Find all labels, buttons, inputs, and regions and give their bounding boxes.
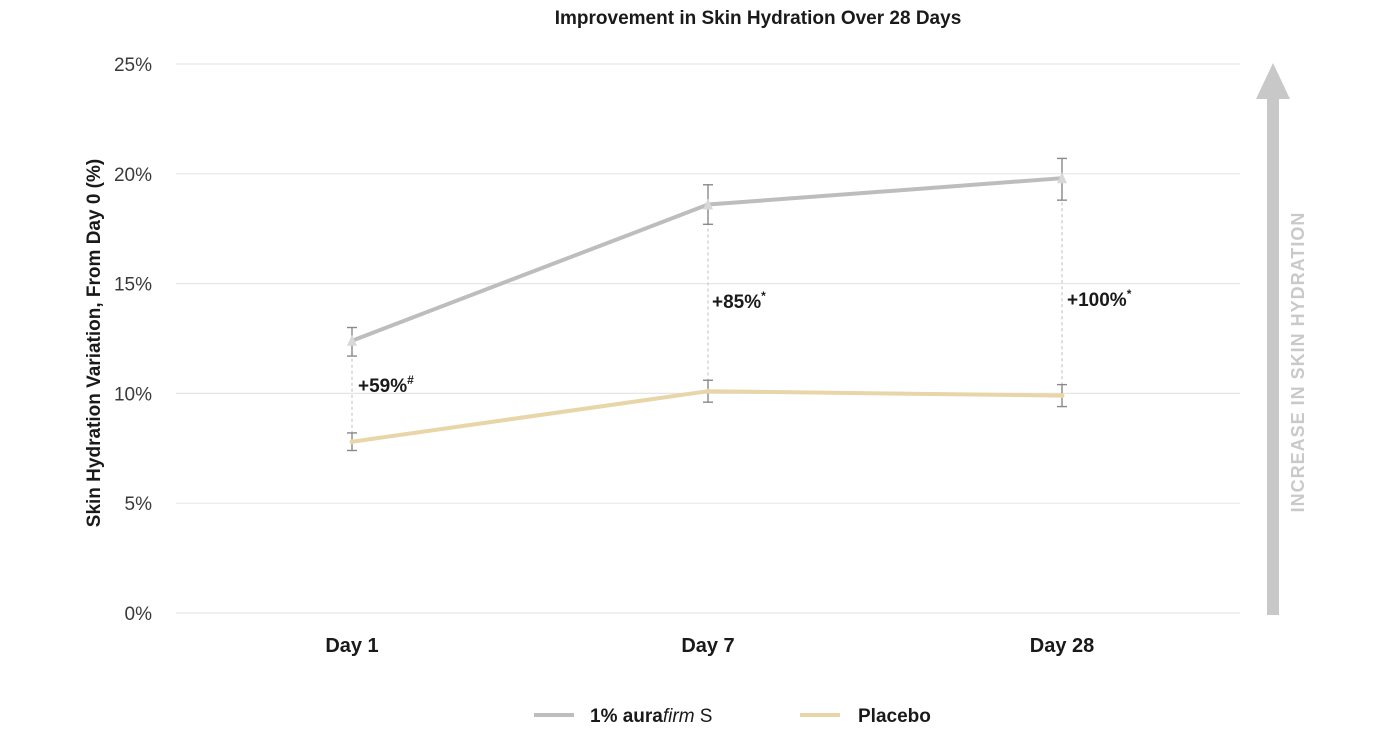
series-line — [351, 389, 1063, 444]
y-tick-label: 5% — [125, 494, 153, 515]
data-point — [1057, 172, 1067, 184]
increase-arrow: INCREASE IN SKIN HYDRATION — [1256, 63, 1308, 615]
x-category-label: Day 7 — [681, 635, 734, 657]
connector-layer — [351, 178, 1063, 442]
y-tick-label: 25% — [114, 55, 152, 76]
data-point — [703, 198, 713, 210]
legend-label: Placebo — [858, 706, 931, 727]
x-category-labels: Day 1 Day 7 Day 28 — [325, 635, 1094, 657]
y-tick-label: 0% — [125, 604, 153, 625]
arrow-head-icon — [1256, 63, 1290, 99]
difference-annotation: +85%* — [712, 289, 766, 313]
series-aurafirm — [347, 157, 1067, 357]
x-category-label: Day 28 — [1030, 635, 1095, 657]
annotation-layer: +59%# +85%* +100%* — [358, 287, 1132, 397]
series-layer — [347, 157, 1067, 452]
chart-title: Improvement in Skin Hydration Over 28 Da… — [555, 8, 962, 29]
legend-item-aurafirm: 1% aurafirm S — [534, 706, 712, 727]
y-tick-labels: 0% 5% 10% 15% 20% 25% — [114, 55, 152, 625]
data-point — [705, 388, 711, 394]
data-point — [349, 439, 355, 445]
y-tick-label: 10% — [114, 384, 152, 405]
x-category-label: Day 1 — [325, 635, 378, 657]
legend: 1% aurafirm S Placebo — [534, 706, 931, 727]
arrow-shaft — [1267, 96, 1279, 615]
data-point — [347, 334, 357, 346]
legend-label: 1% aurafirm S — [590, 706, 712, 727]
data-point — [1059, 393, 1065, 399]
arrow-label: INCREASE IN SKIN HYDRATION — [1288, 212, 1308, 513]
legend-item-placebo: Placebo — [800, 706, 931, 727]
y-tick-label: 15% — [114, 275, 152, 296]
y-axis-label: Skin Hydration Variation, From Day 0 (%) — [84, 159, 105, 527]
difference-annotation: +100%* — [1067, 287, 1132, 311]
difference-annotation: +59%# — [358, 373, 414, 397]
series-placebo — [347, 379, 1067, 452]
y-tick-label: 20% — [114, 165, 152, 186]
